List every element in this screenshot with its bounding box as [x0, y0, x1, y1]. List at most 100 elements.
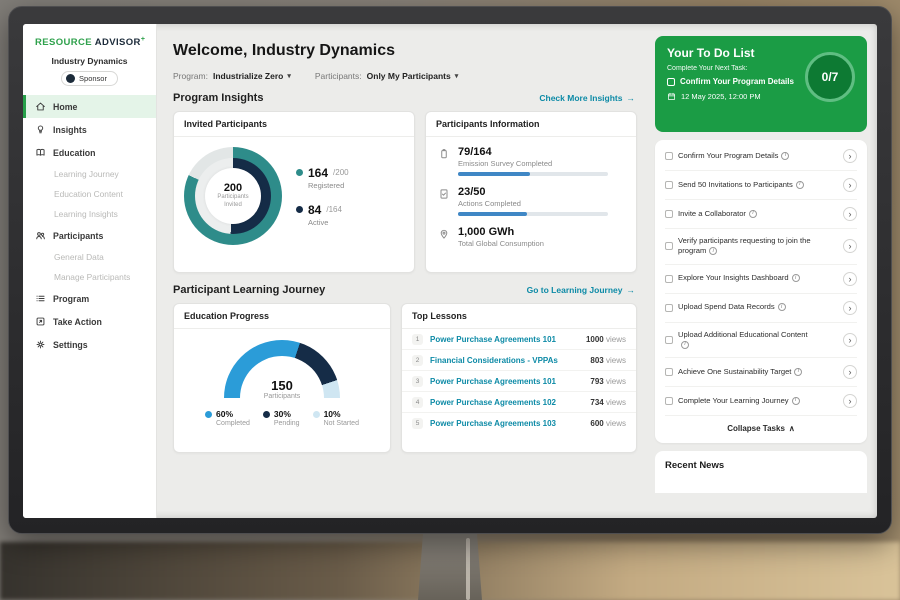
- task-row-achieve-sustainability-target[interactable]: Achieve One Sustainability Target i ›: [665, 358, 857, 387]
- info-icon[interactable]: i: [791, 396, 800, 405]
- chevron-right-icon[interactable]: ›: [843, 394, 857, 408]
- sponsor-badge-label: Sponsor: [79, 74, 107, 84]
- lesson-title-link[interactable]: Financial Considerations - VPPAs: [430, 355, 558, 365]
- go-to-learning-journey-link[interactable]: Go to Learning Journey →: [527, 285, 635, 295]
- task-label: Explore Your Insights Dashboard: [678, 273, 789, 283]
- info-icon[interactable]: i: [795, 180, 804, 189]
- lesson-title-link[interactable]: Power Purchase Agreements 102: [430, 397, 556, 407]
- sidebar-item-learning-journey[interactable]: Learning Journey: [23, 164, 156, 184]
- lesson-title-link[interactable]: Power Purchase Agreements 101: [430, 334, 556, 344]
- sidebar-item-learning-insights[interactable]: Learning Insights: [23, 204, 156, 224]
- chevron-right-icon[interactable]: ›: [843, 271, 857, 286]
- sidebar-item-insights[interactable]: Insights: [23, 118, 156, 141]
- chevron-right-icon[interactable]: ›: [843, 300, 857, 315]
- checkbox-icon[interactable]: [665, 335, 673, 344]
- legend-item-active: 84 /164 Active: [296, 203, 349, 227]
- todo-due-label: 12 May 2025, 12:00 PM: [681, 92, 761, 101]
- sidebar-item-manage-participants[interactable]: Manage Participants: [23, 267, 156, 287]
- task-label: Confirm Your Program Details: [678, 150, 779, 160]
- legend-label: Active: [308, 217, 329, 227]
- sidebar-item-label: Home: [53, 101, 78, 112]
- task-row-upload-spend-data[interactable]: Upload Spend Data Records i ›: [665, 294, 857, 323]
- program-filter-label: Program:: [173, 71, 208, 81]
- legend-dot: [296, 169, 303, 176]
- task-row-complete-learning-journey[interactable]: Complete Your Learning Journey i ›: [665, 387, 857, 416]
- info-icon[interactable]: i: [781, 151, 790, 160]
- task-row-verify-participants[interactable]: Verify participants requesting to join t…: [665, 229, 857, 265]
- lesson-views-suffix: views: [605, 397, 626, 407]
- sidebar-item-education-content[interactable]: Education Content: [23, 184, 156, 204]
- sidebar-item-home[interactable]: Home: [23, 95, 156, 119]
- info-icon[interactable]: i: [681, 340, 689, 349]
- checkbox-icon[interactable]: [665, 368, 673, 376]
- participants-filter: Participants: Only My Participants ▾: [315, 71, 458, 81]
- info-icon[interactable]: i: [791, 274, 800, 283]
- lesson-rank: 3: [412, 375, 423, 387]
- sidebar-item-participants[interactable]: Participants: [23, 224, 156, 247]
- task-row-invite-collaborator[interactable]: Invite a Collaborator i ›: [665, 200, 857, 229]
- task-label: Invite a Collaborator: [678, 208, 746, 218]
- book-icon: [36, 149, 45, 156]
- monitor-bezel: RESOURCE ADVISOR+ Industry Dynamics Spon…: [8, 6, 892, 534]
- info-icon[interactable]: i: [748, 209, 757, 218]
- chevron-right-icon[interactable]: ›: [843, 207, 857, 221]
- todo-next-task[interactable]: Confirm Your Program Details: [667, 77, 809, 86]
- checkbox-icon[interactable]: [665, 181, 673, 189]
- recent-news-card: Recent News: [655, 451, 867, 493]
- check-more-insights-link[interactable]: Check More Insights →: [539, 93, 635, 103]
- app-logo: RESOURCE ADVISOR+: [23, 34, 156, 52]
- page-title: Welcome, Industry Dynamics: [173, 42, 395, 59]
- task-row-send-invitations[interactable]: Send 50 Invitations to Participants i ›: [665, 171, 857, 200]
- task-row-confirm-program[interactable]: Confirm Your Program Details i ›: [665, 142, 857, 171]
- program-dropdown[interactable]: Industrialize Zero ▾: [213, 71, 291, 81]
- checkbox-icon[interactable]: [665, 274, 673, 283]
- action-box-icon: [36, 317, 45, 326]
- collapse-tasks-link[interactable]: Collapse Tasks ∧: [665, 416, 857, 441]
- participants-info-body: 79/164 Emission Survey Completed 23/50 A…: [426, 137, 636, 257]
- info-icon[interactable]: i: [709, 247, 718, 256]
- task-row-explore-insights[interactable]: Explore Your Insights Dashboard i ›: [665, 265, 857, 294]
- task-label: Verify participants requesting to join t…: [678, 236, 811, 256]
- sponsor-icon: [66, 74, 76, 84]
- sidebar-item-general-data[interactable]: General Data: [23, 247, 156, 267]
- arrow-right-icon: →: [626, 93, 636, 103]
- checkbox-icon[interactable]: [667, 77, 675, 86]
- lesson-views: 793: [590, 376, 604, 386]
- sidebar-item-settings[interactable]: Settings: [23, 333, 156, 356]
- lesson-row: 2 Financial Considerations - VPPAs 803 v…: [402, 350, 636, 371]
- legend-total: /164: [326, 205, 342, 214]
- chevron-right-icon[interactable]: ›: [843, 239, 857, 254]
- power-cable: [466, 538, 470, 600]
- info-icon[interactable]: i: [777, 303, 786, 312]
- checkbox-icon[interactable]: [665, 397, 673, 405]
- progress-bar-fill: [458, 172, 530, 176]
- collapse-label: Collapse Tasks: [727, 424, 785, 433]
- participants-dropdown[interactable]: Only My Participants ▾: [367, 71, 459, 81]
- chevron-right-icon[interactable]: ›: [843, 149, 857, 163]
- location-pin-icon: [440, 229, 448, 239]
- chevron-right-icon[interactable]: ›: [843, 178, 857, 192]
- stat-label: Emission Survey Completed: [458, 159, 553, 168]
- lesson-row: 4 Power Purchase Agreements 102 734 view…: [402, 392, 636, 413]
- lesson-views: 803: [590, 355, 604, 365]
- legend-item-registered: 164 /200 Registered: [296, 166, 349, 190]
- main-content: Welcome, Industry Dynamics Program: Indu…: [157, 24, 649, 518]
- legend-item-not-started: 10% Not Started: [312, 409, 359, 427]
- chevron-right-icon[interactable]: ›: [843, 365, 857, 379]
- sidebar-item-take-action[interactable]: Take Action: [23, 310, 156, 333]
- program-dropdown-value: Industrialize Zero: [212, 71, 284, 81]
- sidebar-item-program[interactable]: Program: [23, 287, 156, 310]
- checkbox-icon[interactable]: [665, 242, 673, 251]
- info-icon[interactable]: i: [794, 367, 803, 376]
- chevron-right-icon[interactable]: ›: [843, 332, 857, 347]
- checkbox-icon[interactable]: [665, 303, 673, 312]
- sidebar-item-education[interactable]: Education: [23, 141, 156, 164]
- lesson-title-link[interactable]: Power Purchase Agreements 101: [430, 376, 556, 386]
- checkbox-icon[interactable]: [665, 210, 673, 218]
- lesson-title-link[interactable]: Power Purchase Agreements 103: [430, 418, 556, 428]
- lesson-row: 5 Power Purchase Agreements 103 600 view…: [402, 413, 636, 433]
- task-row-upload-educational-content[interactable]: Upload Additional Educational Contenti ›: [665, 323, 857, 358]
- todo-summary-card: Your To Do List Complete Your Next Task:…: [655, 36, 867, 132]
- arrow-right-icon: →: [626, 285, 636, 295]
- checkbox-icon[interactable]: [665, 152, 673, 160]
